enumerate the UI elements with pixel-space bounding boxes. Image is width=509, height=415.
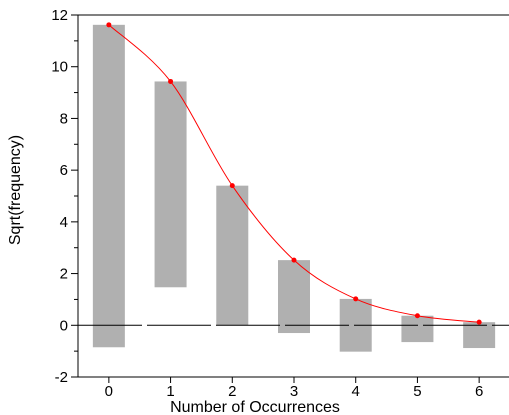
fitted-curve-layer	[106, 22, 482, 325]
fitted-point-5	[414, 313, 420, 319]
bar-2	[216, 185, 249, 326]
y-tick-label: -2	[55, 369, 68, 386]
y-tick-label: 12	[51, 7, 68, 24]
x-axis-ticks: 0 1 2 3 4 5 6	[105, 377, 483, 400]
y-tick-label: 6	[60, 162, 68, 179]
bar-3	[278, 260, 310, 334]
x-tick-label: 5	[413, 383, 421, 400]
x-tick-label: 4	[352, 383, 360, 400]
bar-1	[154, 81, 187, 288]
y-tick-label: 8	[60, 110, 68, 127]
fitted-point-3	[291, 257, 297, 263]
fitted-point-2	[229, 183, 235, 189]
x-tick-label: 6	[475, 383, 483, 400]
fitted-point-6	[476, 319, 482, 325]
bar-0	[92, 24, 125, 348]
fitted-point-0	[106, 22, 112, 28]
bar-5	[401, 315, 434, 343]
y-tick-label: 10	[51, 59, 68, 76]
x-axis-label: Number of Occurrences	[170, 399, 340, 415]
fitted-point-4	[353, 296, 359, 302]
y-axis-label: Sqrt(frequency)	[7, 135, 24, 245]
bar-6	[463, 322, 496, 349]
y-tick-label: 0	[60, 317, 68, 334]
x-tick-label: 3	[290, 383, 298, 400]
x-tick-label: 1	[166, 383, 174, 400]
x-tick-label: 0	[105, 383, 113, 400]
y-axis-ticks: -2 0 2 4 6 8 10 12	[51, 7, 78, 386]
y-tick-label: 4	[60, 214, 68, 231]
x-tick-label: 2	[228, 383, 236, 400]
bars-layer	[92, 24, 496, 352]
y-tick-label: 2	[60, 266, 68, 283]
fitted-point-1	[168, 78, 174, 84]
